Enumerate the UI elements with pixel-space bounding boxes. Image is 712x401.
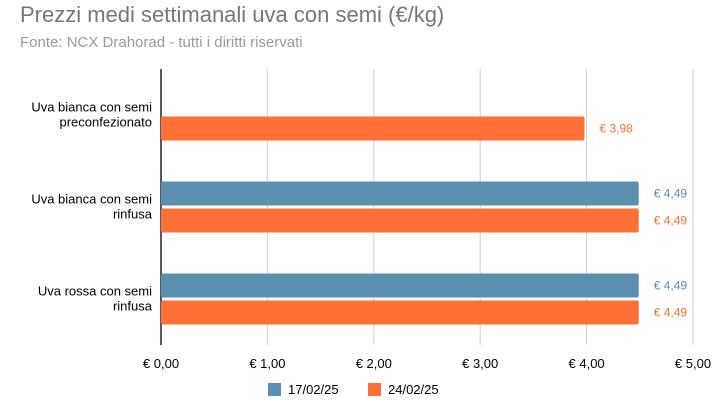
data-label: € 4,49 <box>654 214 688 228</box>
bar <box>161 300 639 325</box>
legend-swatch <box>268 383 281 396</box>
category-label: rinfusa <box>113 207 153 222</box>
legend-swatch <box>368 383 381 396</box>
legend-label: 17/02/25 <box>288 382 339 397</box>
x-tick-label: € 2,00 <box>356 356 392 371</box>
bar <box>161 273 639 298</box>
x-tick-label: € 3,00 <box>462 356 498 371</box>
category-label: Uva bianca con semi <box>31 100 152 115</box>
chart-subtitle: Fonte: NCX Drahorad - tutti i diritti ri… <box>20 34 303 51</box>
bar <box>161 116 585 141</box>
bar <box>161 208 639 233</box>
x-tick-label: € 4,00 <box>569 356 605 371</box>
data-label: € 4,49 <box>654 187 688 201</box>
data-label: € 3,98 <box>599 122 633 136</box>
x-tick-label: € 5,00 <box>675 356 711 371</box>
x-tick-label: € 0,00 <box>143 356 179 371</box>
chart-title: Prezzi medi settimanali uva con semi (€/… <box>20 2 445 27</box>
category-label: preconfezionato <box>59 115 152 130</box>
bar <box>161 181 639 206</box>
legend-label: 24/02/25 <box>388 382 439 397</box>
category-label: Uva rossa con semi <box>38 284 152 299</box>
data-label: € 4,49 <box>654 279 688 293</box>
category-label: Uva bianca con semi <box>31 192 152 207</box>
category-label: rinfusa <box>113 299 153 314</box>
data-label: € 4,49 <box>654 306 688 320</box>
x-tick-label: € 1,00 <box>249 356 285 371</box>
